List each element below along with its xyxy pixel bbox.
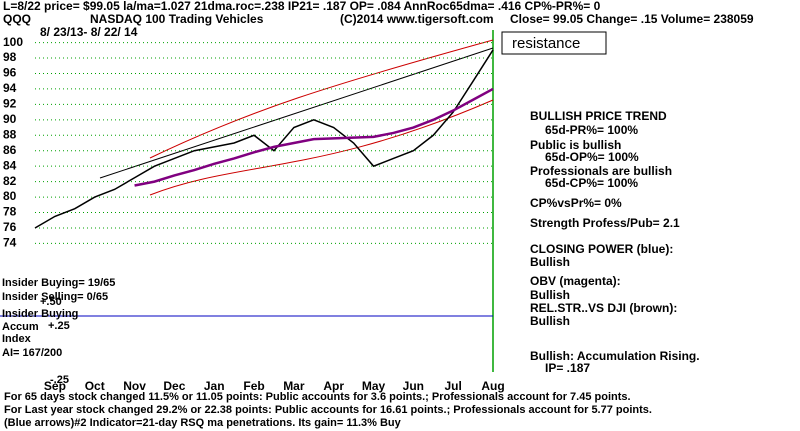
y-tick-label: 80	[3, 189, 17, 203]
y-tick-label: 94	[3, 81, 17, 95]
right-panel-text: BULLISH PRICE TREND	[530, 109, 667, 123]
y-tick-label: 92	[3, 97, 17, 111]
x-tick-label: Mar	[283, 379, 305, 393]
right-panel-text: 65d-CP%= 100%	[545, 176, 638, 190]
x-tick-label: Apr	[323, 379, 344, 393]
lower-band	[149, 99, 494, 196]
right-panel-text: CP%vsPr%= 0%	[530, 196, 622, 210]
left-panel-text: -.25	[50, 374, 69, 386]
x-tick-label: Nov	[123, 379, 146, 393]
left-panel-text: AI= 167/200	[2, 347, 62, 359]
x-tick-label: Jul	[445, 379, 462, 393]
right-panel-text: 65d-PR%= 100%	[545, 123, 638, 137]
x-tick-label: Jan	[204, 379, 225, 393]
y-tick-label: 76	[3, 220, 17, 234]
x-tick-label: Oct	[85, 379, 105, 393]
right-panel-text: Bullish	[530, 288, 570, 302]
y-tick-label: 96	[3, 66, 17, 80]
right-panel-text: IP= .187	[545, 361, 590, 375]
y-tick-label: 78	[3, 205, 17, 219]
y-tick-label: 84	[3, 158, 17, 172]
y-tick-label: 74	[3, 236, 17, 250]
x-tick-label: Aug	[481, 379, 504, 393]
right-panel-text: Professionals are bullish	[530, 164, 672, 178]
quote: Close= 99.05 Change= .15 Volume= 238059	[510, 12, 754, 26]
left-panel-text: +.25	[48, 320, 70, 332]
left-panel-text: Insider Buying	[2, 308, 78, 320]
x-tick-label: Feb	[243, 379, 264, 393]
left-panel-text: +.50	[40, 296, 62, 308]
x-tick-label: Sep	[44, 379, 66, 393]
chart-title: NASDAQ 100 Trading Vehicles	[90, 12, 264, 26]
date-range: 8/ 23/13- 8/ 22/ 14	[40, 25, 138, 39]
left-panel-text: Index	[2, 333, 32, 345]
annotation-box	[501, 31, 607, 55]
left-panel-text: Accum	[2, 321, 39, 333]
right-panel-text: Strength Profess/Pub= 2.1	[530, 216, 680, 230]
right-panel-text: 65d-OP%= 100%	[545, 150, 639, 164]
resistance-line	[99, 47, 494, 179]
left-panel-text: Insider Selling= 0/65	[2, 291, 108, 303]
y-tick-label: 90	[3, 112, 17, 126]
annotation: resistance	[512, 35, 580, 52]
right-panel-text: CLOSING POWER (blue):	[530, 242, 673, 256]
right-panel-text: REL.STR..VS DJI (brown):	[530, 301, 677, 315]
x-tick-label: May	[362, 379, 386, 393]
y-tick-label: 82	[3, 174, 17, 188]
x-tick-label: Jun	[403, 379, 424, 393]
right-panel-text: OBV (magenta):	[530, 274, 621, 288]
right-panel-text: Public is bullish	[530, 138, 621, 152]
x-tick-label: Dec	[163, 379, 185, 393]
right-panel-text: Bullish	[530, 255, 570, 269]
right-panel-text: Bullish	[530, 314, 570, 328]
footer-text: For 65 days stock changed 11.5% or 11.05…	[4, 391, 631, 403]
y-tick-label: 98	[3, 50, 17, 64]
y-tick-label: 88	[3, 127, 17, 141]
y-tick-label: 100	[3, 35, 23, 49]
y-tick-label: 86	[3, 143, 17, 157]
right-panel-text: Bullish: Accumulation Rising.	[530, 349, 700, 363]
left-panel-text: Insider Buying= 19/65	[2, 277, 115, 289]
upper-band	[149, 39, 494, 159]
footer-text: (Blue arrows)#2 Indicator=21-day RSQ ma …	[4, 417, 402, 429]
footer-text: For Last year stock changed 29.2% or 22.…	[4, 404, 652, 416]
symbol: QQQ	[3, 12, 31, 26]
series-line	[34, 49, 494, 229]
copyright: (C)2014 www.tigersoft.com	[340, 12, 494, 26]
series-line	[134, 87, 494, 187]
header: L=8/22 price= $99.05 la/ma=1.027 21dma.r…	[3, 0, 601, 13]
